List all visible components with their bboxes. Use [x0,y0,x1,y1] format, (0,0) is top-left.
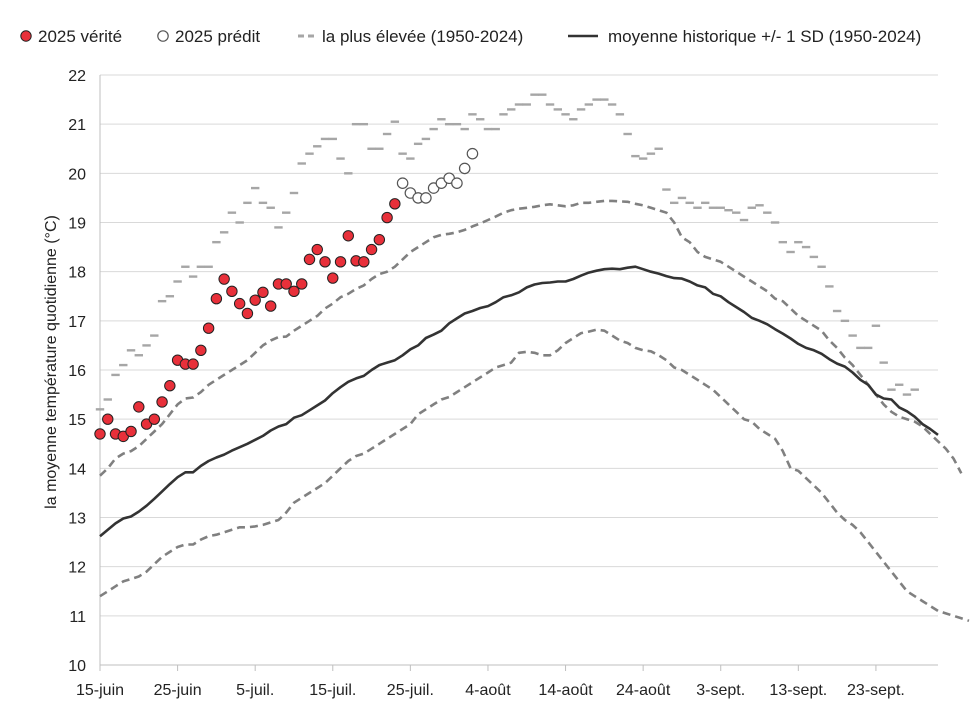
observed-point [187,358,199,370]
points-layer [94,147,479,443]
x-tick-label: 15-juil. [309,682,356,699]
predicted-point [458,162,471,175]
y-axis-label: la moyenne température quotidienne (°C) [43,215,60,509]
legend: 2025 vérité 2025 prédit la plus élevée (19… [20,27,921,46]
observed-point [311,243,323,256]
predicted-point [466,147,479,160]
y-tick-label: 18 [68,265,86,282]
predicted-point [451,177,463,189]
observed-point [249,294,261,306]
observed-point [210,293,223,305]
observed-point [342,230,354,242]
observed-point [195,344,207,357]
observed-point [327,272,339,284]
observed-point [373,234,386,246]
series-layer [95,93,970,623]
x-tick-label: 24-août [616,682,671,699]
y-tick-label: 20 [68,166,86,183]
observed-point [319,256,331,268]
y-tick-label: 13 [68,511,86,528]
x-tick-label: 25-juil. [387,682,434,699]
observed-point [202,322,215,334]
legend-label-predicted: 2025 prédit [175,27,260,46]
observed-point [334,256,347,268]
x-tick-label: 13-sept. [769,682,827,699]
y-tick-label: 19 [68,216,86,233]
x-tick-label: 25-juin [154,682,202,699]
x-tick-label: 14-août [538,682,593,699]
predicted-point [420,192,432,204]
axes: 10 11 12 13 14 15 16 17 18 19 20 21 22 15-juin 25-juin… [68,68,938,699]
observed-point [265,300,277,312]
y-tick-label: 11 [69,609,86,626]
grid-lines [100,74,938,617]
observed-point [296,278,308,290]
observed-point [365,243,378,256]
y-tick-label: 22 [68,68,86,85]
observed-point [381,211,393,224]
observed-point [358,256,370,268]
observed-point [218,273,230,285]
y-tick-label: 10 [68,658,86,675]
y-tick-label: 12 [68,560,86,577]
series-minus-1sd-line [99,328,970,623]
observed-point [156,396,168,408]
x-tick-label: 3-sept. [696,682,745,699]
observed-point [303,253,316,266]
observed-point [133,401,145,413]
predicted-point [396,177,409,189]
y-tick-label: 16 [68,363,86,380]
x-tick-label: 15-juin [76,682,124,699]
observed-point [125,425,137,438]
observed-point [257,286,269,299]
legend-marker-predicted [157,30,169,42]
observed-point [226,285,238,298]
y-tick-label: 14 [68,461,86,478]
x-tick-label: 23-sept. [847,682,905,699]
legend-label-record-high: la plus élevée (1950-2024) [322,27,523,46]
observed-point [233,297,246,310]
observed-point [148,413,161,425]
legend-label-mean: moyenne historique +/- 1 SD (1950-2024) [608,27,921,46]
series-mean-line [99,265,939,538]
observed-point [389,198,401,210]
legend-marker-observed [20,30,32,42]
observed-point [288,285,300,298]
y-tick-label: 21 [68,117,86,134]
observed-point [102,413,114,425]
y-tick-label: 15 [68,412,86,429]
observed-point [164,380,176,392]
x-tick-label: 5-juil. [236,682,274,699]
observed-point [241,307,254,320]
series-plus-1sd-line [99,199,963,477]
observed-point [94,428,106,440]
x-tick-label: 4-août [465,682,511,699]
y-tick-label: 17 [68,314,86,331]
observed-point [280,278,292,290]
legend-label-observed: 2025 vérité [38,27,122,46]
